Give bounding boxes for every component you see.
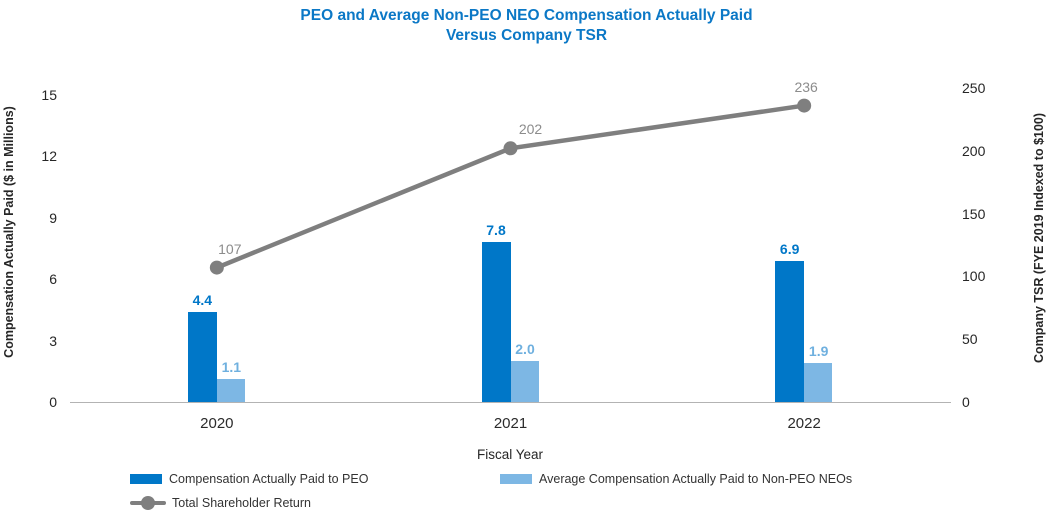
chart-title: PEO and Average Non-PEO NEO Compensation…	[0, 6, 1053, 46]
tsr-marker-icon	[797, 98, 812, 113]
right-axis-tick: 250	[962, 80, 986, 96]
peo-bar-label: 4.4	[192, 291, 213, 308]
legend-item-peo: Compensation Actually Paid to PEO	[130, 472, 368, 486]
neo-legend-swatch-icon	[500, 474, 532, 484]
neo-bar	[216, 379, 245, 402]
right-axis-tick: 200	[962, 142, 986, 159]
neo-bar	[804, 363, 833, 402]
peo-legend-swatch-icon	[130, 474, 162, 484]
chart-title-line1: PEO and Average Non-PEO NEO Compensation…	[300, 7, 753, 24]
left-axis-tick: 0	[49, 394, 57, 410]
neo-bar-label: 1.9	[808, 343, 829, 360]
x-axis-title: Fiscal Year	[476, 447, 544, 462]
legend-item-tsr: Total Shareholder Return	[130, 496, 311, 510]
right-axis-tick: 0	[962, 394, 970, 410]
chart-title-line2: Versus Company TSR	[445, 27, 608, 44]
peo-bar	[187, 311, 217, 402]
legend-item-neo: Average Compensation Actually Paid to No…	[500, 472, 852, 486]
peo-bar	[481, 242, 511, 402]
legend-label-neo: Average Compensation Actually Paid to No…	[539, 472, 853, 486]
left-axis-tick: 6	[49, 271, 57, 288]
tsr-line-marker-icon	[130, 496, 166, 510]
x-category-label: 2022	[787, 415, 821, 432]
neo-bar-label: 2.0	[515, 341, 535, 358]
neo-bar	[510, 361, 539, 402]
peo-bar-label: 6.9	[779, 240, 800, 257]
x-axis-line	[70, 402, 951, 403]
neo-bar-label: 1.1	[221, 359, 242, 376]
legend-label-tsr: Total Shareholder Return	[172, 496, 311, 510]
tsr-marker-icon	[503, 141, 518, 156]
right-axis-tick: 150	[962, 205, 986, 222]
tsr-point-label: 107	[218, 240, 242, 257]
tsr-point-label: 236	[794, 78, 818, 95]
right-axis-tick: 50	[962, 331, 978, 348]
left-axis-tick: 9	[49, 209, 57, 226]
tsr-point-label: 202	[518, 121, 543, 138]
x-category-label: 2021	[493, 415, 528, 432]
left-axis-tick: 15	[41, 87, 57, 103]
x-category-label: 2020	[200, 415, 234, 432]
peo-bar	[775, 260, 805, 402]
left-axis-tick: 12	[41, 148, 57, 165]
right-axis-tick: 100	[962, 268, 986, 285]
legend-label-peo: Compensation Actually Paid to PEO	[169, 472, 369, 486]
tsr-marker-icon	[209, 260, 224, 275]
left-axis-tick: 3	[49, 332, 57, 349]
peo-bar-label: 7.8	[486, 222, 506, 239]
